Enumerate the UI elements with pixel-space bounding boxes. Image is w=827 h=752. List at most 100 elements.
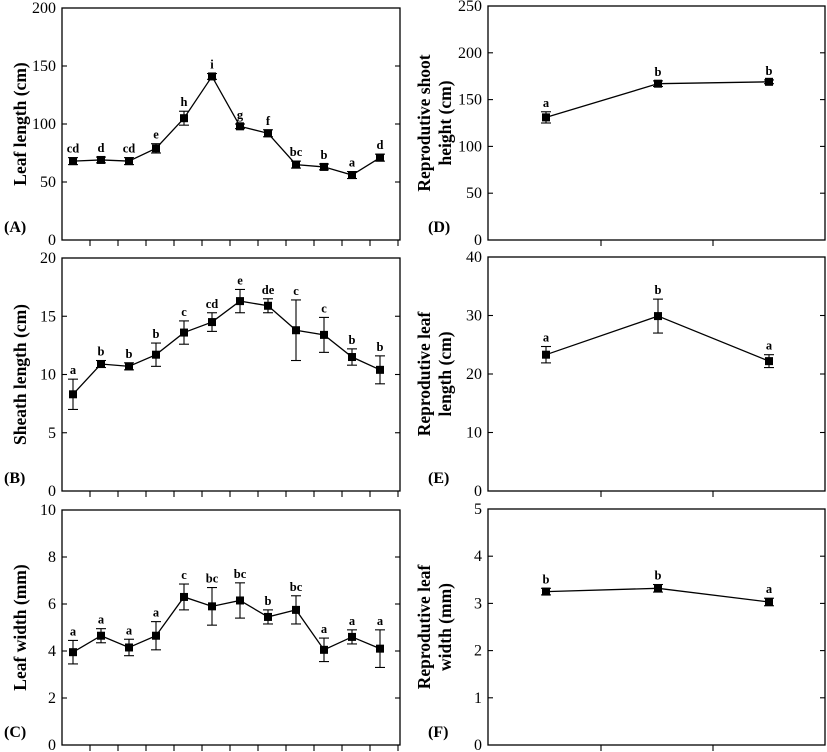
data-point: [236, 122, 244, 131]
data-point: [654, 312, 662, 321]
data-point: [125, 157, 133, 166]
panel-d: 0 50 100 150 200 250 Reprodutive shootheight (…: [414, 0, 826, 249]
data-point: [180, 114, 188, 123]
plot-frame: [61, 257, 401, 492]
data-point: [208, 602, 216, 611]
significance-label: a: [321, 622, 328, 636]
significance-label: a: [349, 156, 356, 170]
significance-label: b: [655, 283, 662, 297]
data-point: [542, 587, 550, 596]
panel-label: (F): [428, 724, 448, 741]
y-axis-label-line: height (cm): [435, 80, 455, 165]
data-point: [654, 584, 662, 593]
significance-label: bc: [234, 567, 247, 581]
y-tick-label: 0: [474, 232, 482, 249]
data-point: [292, 160, 300, 169]
significance-label: e: [153, 128, 159, 142]
significance-label: b: [377, 340, 384, 354]
data-point: [765, 357, 773, 366]
y-tick-label: 3: [474, 595, 482, 612]
y-tick-label: 100: [32, 116, 56, 133]
significance-label: c: [181, 568, 187, 582]
data-point: [292, 605, 300, 614]
significance-label: d: [377, 138, 384, 152]
y-tick-label: 100: [458, 138, 482, 155]
significance-label: a: [349, 614, 356, 628]
data-point: [348, 632, 356, 641]
y-axis-label: Reprodutive shootheight (cm): [414, 54, 455, 191]
significance-label: b: [349, 333, 356, 347]
data-point: [348, 353, 356, 362]
y-tick-label: 250: [458, 0, 482, 15]
significance-label: a: [766, 339, 773, 353]
significance-label: b: [655, 569, 662, 583]
significance-label: c: [321, 301, 327, 315]
y-tick-label: 20: [466, 366, 482, 383]
y-tick-label: 20: [40, 250, 56, 267]
data-point: [264, 612, 272, 621]
data-point: [152, 631, 160, 640]
y-tick-label: 0: [48, 483, 56, 500]
panel-f: 0 1 2 3 4 5 Reprodutive leafwidth (mm) (F) b b a: [414, 501, 826, 752]
data-point: [320, 162, 328, 171]
y-tick-label: 0: [48, 737, 56, 752]
panel-c: 0 2 4 6 8 10 Leaf width (mm) (C) a a a a c bc bc b bc a a a: [4, 502, 401, 752]
series-line: [72, 75, 381, 176]
significance-label: cd: [206, 297, 219, 311]
y-tick-label: 8: [48, 549, 56, 566]
data-point: [320, 645, 328, 654]
panel-label: (C): [4, 724, 26, 741]
y-tick-label: 0: [474, 483, 482, 500]
y-axis-label: Sheath length (cm): [10, 304, 30, 445]
data-point: [654, 79, 662, 88]
y-tick-label: 1: [474, 690, 482, 707]
data-point: [208, 318, 216, 327]
y-tick-label: 2: [474, 643, 482, 660]
y-axis-label: Reprodutive leaflength (cm): [414, 312, 455, 437]
data-point: [236, 297, 244, 306]
panel-e: 0 10 20 30 40 Reprodutive leaflength (cm) (E) a…: [414, 249, 826, 500]
significance-label: b: [543, 572, 550, 586]
significance-label: h: [181, 95, 188, 109]
y-axis-label: Leaf length (cm): [10, 62, 30, 186]
significance-label: cd: [67, 142, 80, 156]
significance-label: b: [321, 148, 328, 162]
significance-label: a: [153, 606, 160, 620]
y-tick-label: 200: [458, 45, 482, 62]
y-axis-label: Reprodutive leafwidth (mm): [414, 565, 455, 690]
panel-a: 0 50 100 150 200 Leaf length (cm) (A) cd d cd e h i g…: [4, 0, 401, 249]
panel-b: 0 5 10 15 20 Sheath length (cm) (B) a b b b c cd e de c…: [4, 250, 401, 500]
data-point: [320, 330, 328, 339]
y-tick-label: 6: [48, 596, 56, 613]
significance-label: a: [98, 613, 105, 627]
y-tick-label: 4: [48, 643, 56, 660]
significance-label: a: [766, 582, 773, 596]
significance-label: a: [70, 363, 77, 377]
data-point: [180, 592, 188, 601]
y-tick-label: 0: [48, 232, 56, 249]
plot-frame: [487, 5, 826, 241]
plot-frame: [61, 509, 401, 746]
panel-label: (D): [428, 219, 450, 236]
y-tick-label: 200: [32, 0, 56, 17]
data-point: [97, 155, 105, 164]
significance-label: b: [766, 64, 773, 78]
y-tick-label: 150: [32, 58, 56, 75]
y-axis-label-line: width (mm): [435, 583, 455, 671]
y-tick-label: 2: [48, 690, 56, 707]
data-point: [264, 129, 272, 138]
significance-label: bc: [290, 580, 303, 594]
plot-frame: [487, 508, 826, 746]
panel-label: (E): [428, 470, 449, 487]
data-point: [125, 643, 133, 652]
significance-label: a: [70, 624, 77, 638]
y-tick-label: 5: [474, 501, 482, 518]
y-axis-label-line: Reprodutive leaf: [414, 312, 434, 437]
data-point: [765, 77, 773, 86]
significance-label: g: [237, 108, 244, 122]
y-tick-label: 150: [458, 92, 482, 109]
y-tick-label: 10: [40, 367, 56, 384]
data-point: [152, 144, 160, 153]
data-point: [97, 360, 105, 369]
